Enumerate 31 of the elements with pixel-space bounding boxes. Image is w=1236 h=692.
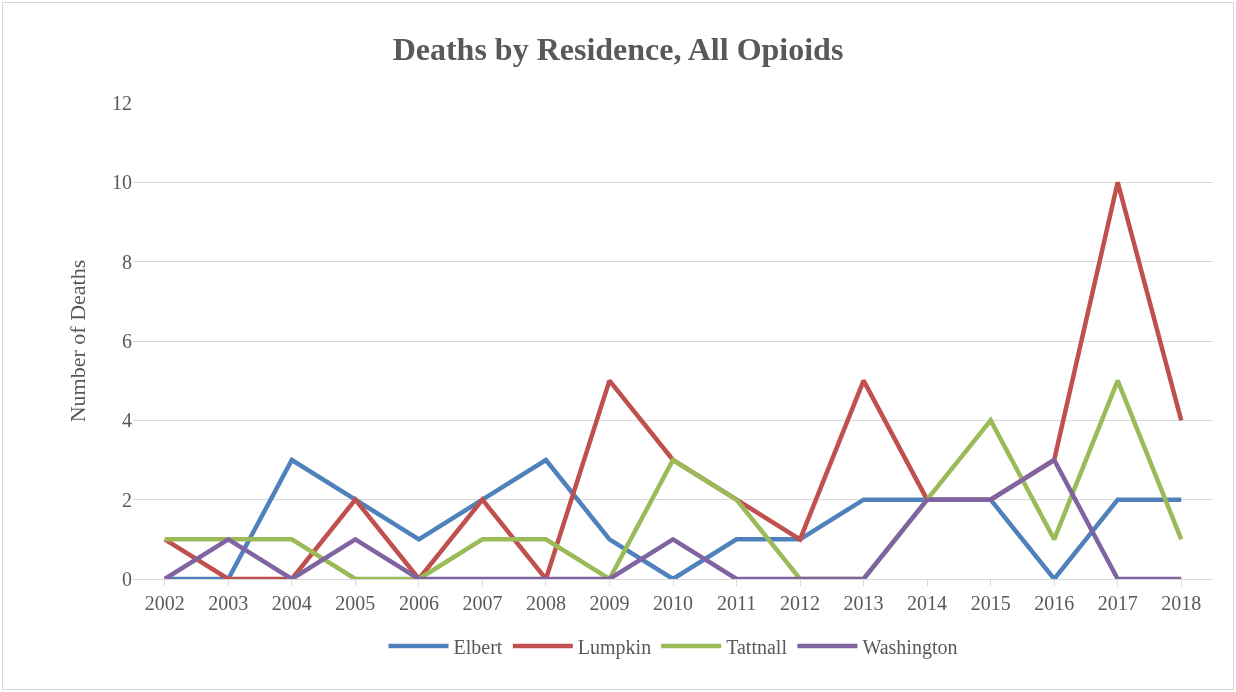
y-tick-label: 10 (112, 171, 132, 194)
legend-label: Washington (862, 635, 958, 659)
legend-label: Lumpkin (577, 635, 652, 659)
x-tick-label: 2014 (907, 592, 948, 614)
x-tick-label: 2004 (271, 592, 312, 614)
x-tick-label: 2016 (1034, 592, 1075, 614)
x-tick-label: 2005 (335, 592, 376, 614)
x-tick-label: 2012 (780, 592, 821, 614)
y-tick-label: 12 (112, 92, 132, 114)
legend-label: Elbert (453, 635, 503, 658)
x-tick-label: 2008 (525, 592, 566, 614)
x-tick-label: 2018 (1161, 592, 1202, 614)
x-tick-label: 2013 (843, 592, 884, 614)
x-tick-label: 2006 (398, 592, 439, 614)
x-tick-label: 2003 (208, 592, 249, 614)
x-tick-label: 2015 (970, 592, 1011, 614)
x-tick-label: 2017 (1097, 592, 1138, 614)
line-series (162, 378, 1184, 579)
legend-label: Tattnall (726, 635, 788, 658)
y-tick-label: 6 (122, 330, 132, 352)
chart-title: Deaths by Residence, All Opioids (392, 30, 844, 67)
x-tick-label: 2007 (462, 592, 503, 614)
y-tick-label: 0 (122, 568, 132, 590)
y-tick-label: 2 (122, 488, 132, 511)
y-axis-title: Number of Deaths (64, 259, 90, 423)
x-tick-label: 2011 (716, 592, 757, 614)
y-tick-label: 8 (122, 250, 132, 273)
x-tick-label: 2002 (144, 592, 185, 614)
x-tick-label: 2010 (653, 592, 693, 614)
x-tick-label: 2009 (589, 592, 630, 614)
y-tick-label: 4 (122, 409, 132, 432)
